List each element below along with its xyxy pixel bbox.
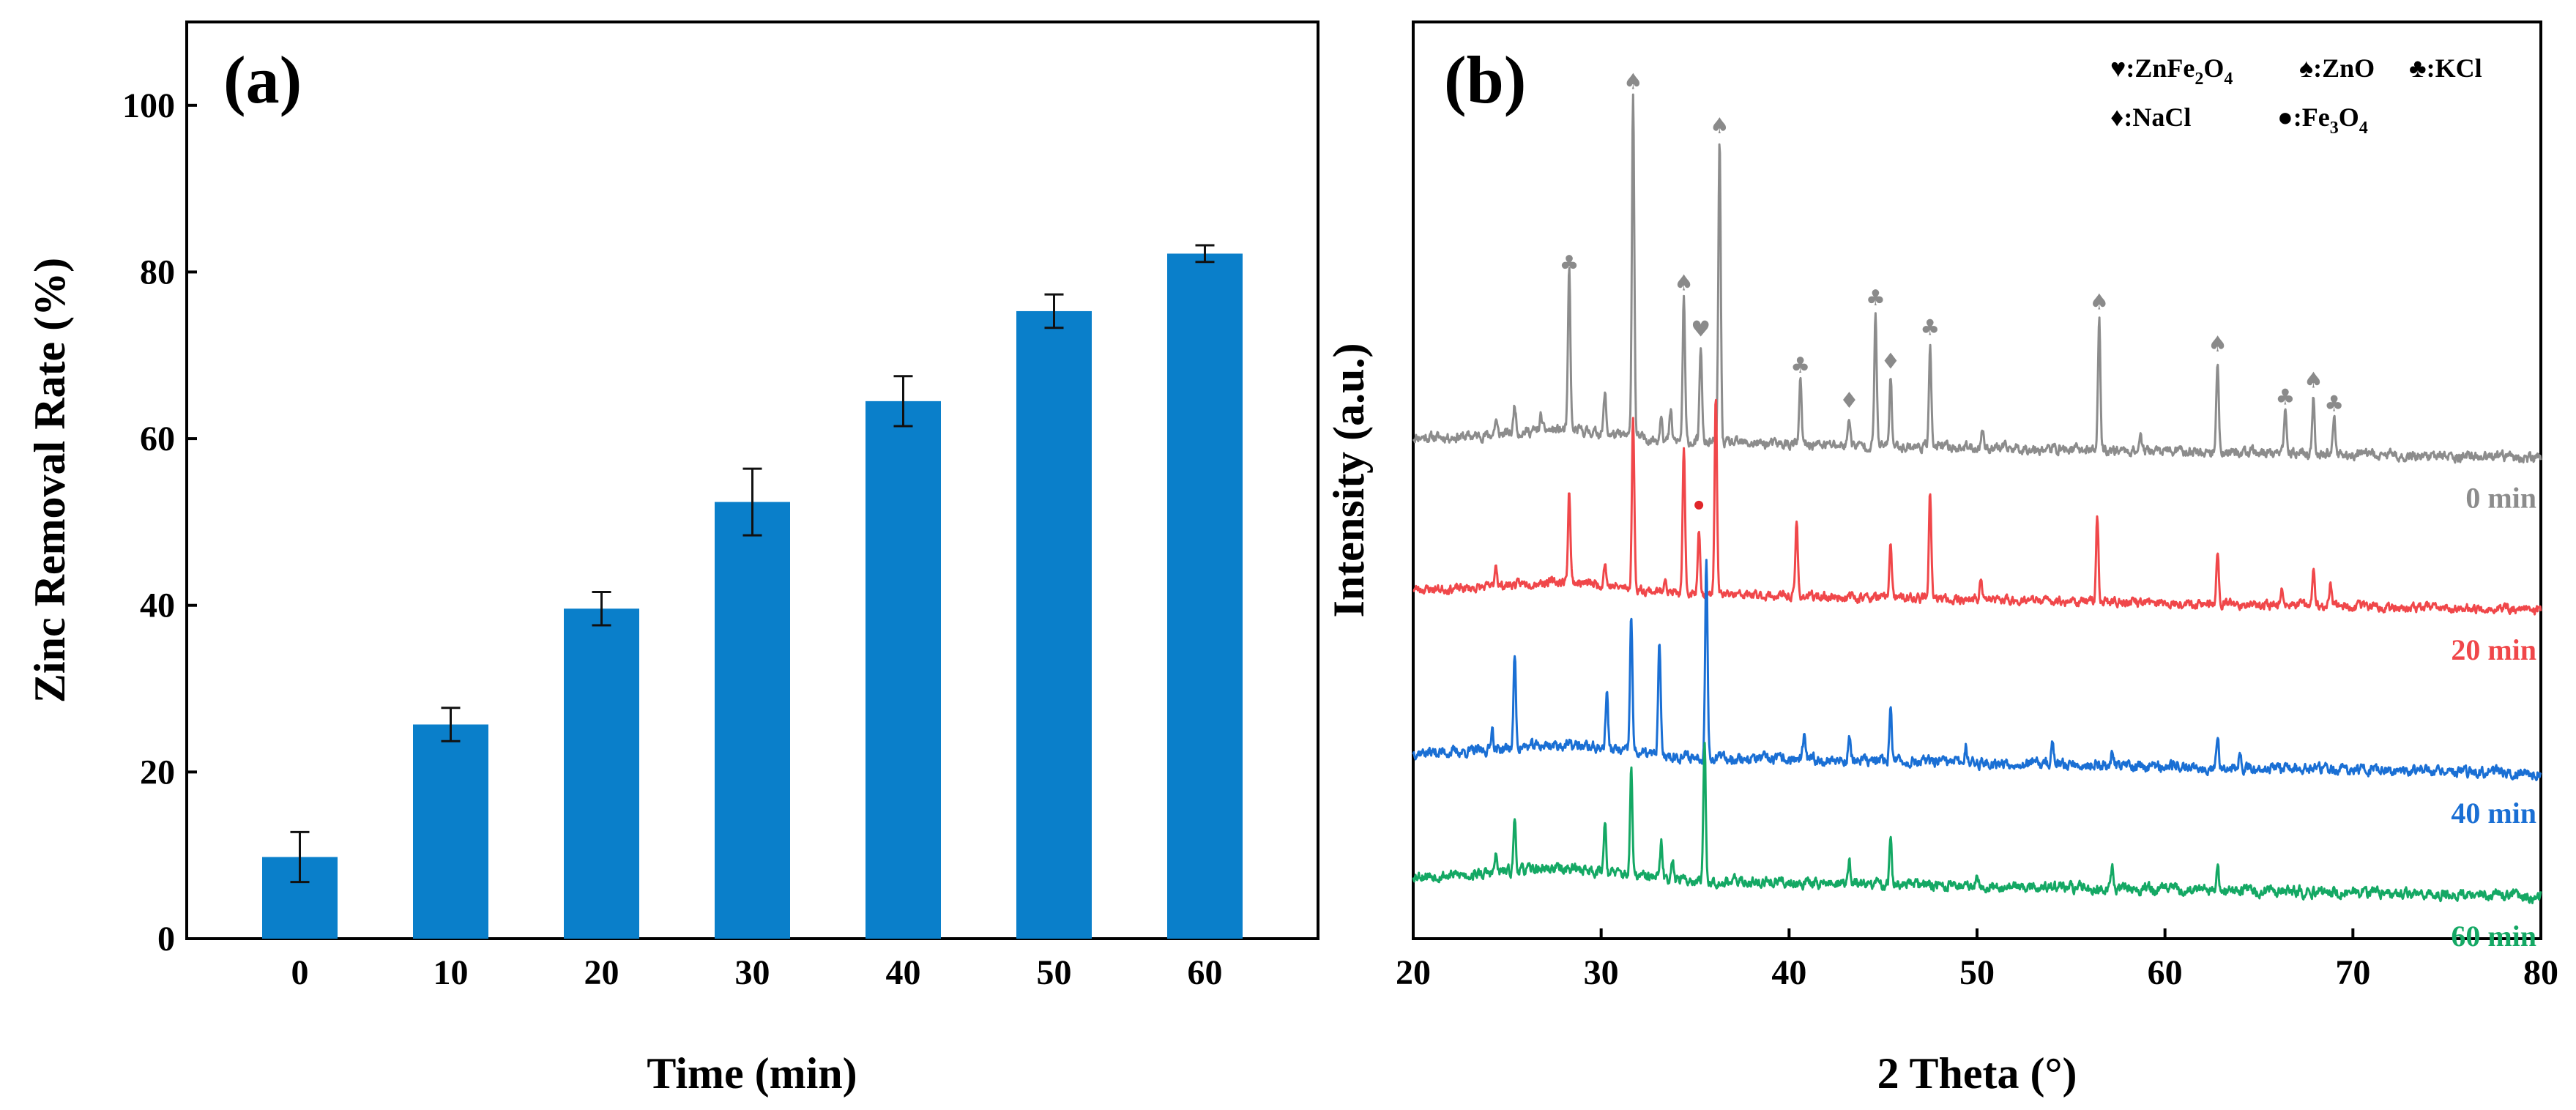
bar-50-min (1016, 310, 1092, 939)
peak-marker: ♣ (2275, 384, 2295, 410)
panel-a-y-axis-title: Zinc Removal Rate (%) (26, 258, 74, 703)
bar-20-min (564, 608, 639, 939)
panel-b-legend: ♥:ZnFe2O4 ♠:ZnO ♣:KCl♦:NaCl ●:Fe3O4 (2110, 53, 2482, 138)
x-tick-label: 30 (735, 953, 770, 992)
panel-a-x-axis-title: Time (min) (647, 1049, 857, 1098)
peak-marker: ♣ (1560, 251, 1579, 277)
x-tick-label: 80 (2523, 953, 2558, 992)
legend-symbol: ♠ (2299, 53, 2313, 83)
legend-label: O (2339, 103, 2359, 132)
error-bar-60-min (1195, 244, 1215, 264)
panel-b-x-axis-title: 2 Theta (°) (1877, 1049, 2077, 1098)
peak-marker: ♣ (1866, 286, 1886, 311)
bar-10-min (413, 724, 488, 939)
panel-a-bar-chart: (a) 0 20 40 60 80 100 0 10 20 30 40 50 60 Time (min… (26, 21, 1319, 1098)
legend-label: :NaCl (2123, 103, 2191, 132)
peak-marker: ♠ (2304, 368, 2323, 394)
y-tick-label: 20 (140, 753, 175, 791)
y-tick-label: 60 (140, 420, 175, 458)
error-bar-0-min (290, 830, 310, 884)
xrd-curve-20-min (1412, 398, 2542, 616)
x-tick-label: 40 (1771, 953, 1806, 992)
legend-label: :Fe (2293, 103, 2330, 132)
peak-marker: ♠ (2089, 289, 2109, 315)
x-tick-label: 50 (1959, 953, 1995, 992)
panel-b-peak-markers: ♣♠♠♥♠♣♦♣♦♣♠♠♣♠♣ (1560, 69, 2344, 510)
peak-marker: ♣ (2324, 391, 2344, 417)
error-bar-50-min (1044, 293, 1064, 329)
legend-entry: ♥:ZnFe2O4 (2110, 53, 2233, 89)
legend-label: :KCl (2427, 53, 2482, 83)
bar-30-min (715, 502, 790, 939)
panel-b-label: (b) (1444, 42, 1526, 117)
x-tick-label: 50 (1037, 953, 1072, 992)
fe3o4-marker (1694, 500, 1704, 510)
legend-symbol: ● (2277, 103, 2293, 132)
x-tick-label: 60 (1188, 953, 1223, 992)
legend-entry: ♠:ZnO (2299, 53, 2375, 83)
curve-label-40-min: 40 min (2451, 797, 2536, 830)
xrd-curve-40-min (1412, 559, 2542, 781)
xrd-curve-60-min (1412, 742, 2542, 904)
bar-60-min (1167, 253, 1243, 939)
x-tick-label: 10 (433, 953, 469, 992)
legend-subscript: 4 (2359, 119, 2368, 138)
y-tick-label: 80 (140, 253, 175, 291)
panel-b-y-axis-title: Intensity (a.u.) (1325, 343, 1373, 617)
curve-label-0-min: 0 min (2465, 481, 2536, 514)
x-tick-label: 30 (1584, 953, 1619, 992)
x-tick-label: 70 (2335, 953, 2370, 992)
y-tick-label: 40 (140, 586, 175, 625)
panel-a-bars (262, 244, 1243, 939)
panel-b-curves: 0 min 20 min 40 min 60 min (1412, 93, 2542, 953)
legend-subscript: 4 (2224, 70, 2233, 89)
legend-symbol: ♦ (2110, 103, 2123, 132)
x-tick-label: 0 (291, 953, 309, 992)
panel-b-x-axis: 20 30 40 50 60 70 80 (1396, 928, 2558, 992)
x-tick-label: 20 (1396, 953, 1431, 992)
error-bar-30-min (742, 467, 762, 537)
peak-marker: ♥ (1691, 316, 1710, 342)
x-tick-label: 20 (584, 953, 619, 992)
legend-label: :ZnFe (2126, 53, 2195, 83)
bar-40-min (866, 401, 941, 939)
peak-marker: ♦ (1839, 388, 1859, 414)
y-tick-label: 100 (122, 86, 175, 125)
peak-marker: ♣ (1920, 315, 1940, 340)
panel-a-label: (a) (223, 42, 302, 117)
peak-marker: ♦ (1880, 349, 1900, 374)
error-bar-40-min (893, 375, 913, 428)
legend-entry: ♦:NaCl (2110, 103, 2191, 132)
xrd-curve-0-min (1412, 93, 2542, 464)
legend-entry: ●:Fe3O4 (2277, 103, 2368, 138)
curve-label-20-min: 20 min (2451, 633, 2536, 666)
legend-subscript: 3 (2330, 119, 2339, 138)
legend-label: O (2203, 53, 2224, 83)
peak-marker: ♠ (2208, 332, 2227, 357)
peak-marker: ♠ (1710, 113, 1730, 139)
panel-b-frame (1412, 21, 2542, 940)
x-tick-label: 60 (2148, 953, 2183, 992)
legend-symbol: ♣ (2409, 53, 2427, 83)
legend-symbol: ♥ (2110, 53, 2126, 83)
legend-label: :ZnO (2313, 53, 2375, 83)
error-bar-10-min (441, 707, 461, 742)
panel-b-xrd-chart: (b) 20 30 40 50 60 70 80 0 min 20 min 40 min 60 m… (1325, 21, 2558, 1098)
peak-marker: ♠ (1674, 270, 1694, 296)
panel-a-y-axis: 0 20 40 60 80 100 (122, 86, 197, 958)
peak-marker: ♣ (1790, 353, 1810, 379)
peak-marker: ♠ (1623, 69, 1643, 94)
legend-entry: ♣:KCl (2409, 53, 2482, 83)
y-tick-label: 0 (157, 920, 175, 958)
x-tick-label: 40 (886, 953, 921, 992)
legend-subscript: 2 (2195, 70, 2203, 89)
error-bar-20-min (592, 591, 611, 627)
curve-label-60-min: 60 min (2451, 920, 2536, 953)
